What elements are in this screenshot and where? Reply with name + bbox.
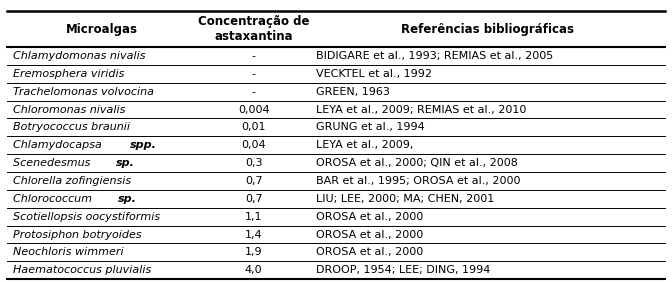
Text: Eremosphera viridis: Eremosphera viridis: [13, 69, 125, 79]
Text: OROSA et al., 2000; QIN et al., 2008: OROSA et al., 2000; QIN et al., 2008: [317, 158, 518, 168]
Text: 0,01: 0,01: [241, 122, 266, 132]
Text: LIU; LEE, 2000; MA; CHEN, 2001: LIU; LEE, 2000; MA; CHEN, 2001: [317, 194, 495, 204]
Text: 1,9: 1,9: [245, 247, 263, 257]
Text: Protosiphon botryoides: Protosiphon botryoides: [13, 230, 142, 239]
Text: Botryococcus braunii: Botryococcus braunii: [13, 122, 130, 132]
Text: -: -: [252, 51, 255, 61]
Text: -: -: [252, 87, 255, 97]
Text: OROSA et al., 2000: OROSA et al., 2000: [317, 230, 423, 239]
Text: OROSA et al., 2000: OROSA et al., 2000: [317, 212, 423, 222]
Text: Chlorococcum: Chlorococcum: [13, 194, 96, 204]
Text: Referências bibliográficas: Referências bibliográficas: [401, 23, 574, 36]
Text: Microalgas: Microalgas: [67, 23, 138, 36]
Text: Scotiellopsis oocystiformis: Scotiellopsis oocystiformis: [13, 212, 161, 222]
Text: 0,004: 0,004: [238, 105, 269, 114]
Text: 0,3: 0,3: [245, 158, 263, 168]
Text: Chlamydomonas nivalis: Chlamydomonas nivalis: [13, 51, 146, 61]
Text: Scenedesmus: Scenedesmus: [13, 158, 94, 168]
Text: Chlorella zofingiensis: Chlorella zofingiensis: [13, 176, 132, 186]
Text: VECKTEL et al., 1992: VECKTEL et al., 1992: [317, 69, 432, 79]
Text: Trachelomonas volvocina: Trachelomonas volvocina: [13, 87, 155, 97]
Text: 0,04: 0,04: [241, 140, 266, 150]
Text: BIDIGARE et al., 1993; REMIAS et al., 2005: BIDIGARE et al., 1993; REMIAS et al., 20…: [317, 51, 554, 61]
Text: 1,4: 1,4: [245, 230, 263, 239]
Text: 1,1: 1,1: [245, 212, 263, 222]
Text: GRUNG et al., 1994: GRUNG et al., 1994: [317, 122, 425, 132]
Text: Chloromonas nivalis: Chloromonas nivalis: [13, 105, 126, 114]
Text: sp.: sp.: [118, 194, 136, 204]
Text: LEYA et al., 2009; REMIAS et al., 2010: LEYA et al., 2009; REMIAS et al., 2010: [317, 105, 527, 114]
Text: LEYA et al., 2009,: LEYA et al., 2009,: [317, 140, 414, 150]
Text: Haematococcus pluvialis: Haematococcus pluvialis: [13, 265, 152, 275]
Text: 0,7: 0,7: [245, 194, 263, 204]
Text: GREEN, 1963: GREEN, 1963: [317, 87, 390, 97]
Text: sp.: sp.: [116, 158, 134, 168]
Text: BAR et al., 1995; OROSA et al., 2000: BAR et al., 1995; OROSA et al., 2000: [317, 176, 521, 186]
Text: 0,7: 0,7: [245, 176, 263, 186]
Text: 4,0: 4,0: [245, 265, 263, 275]
Text: DROOP, 1954; LEE; DING, 1994: DROOP, 1954; LEE; DING, 1994: [317, 265, 491, 275]
Text: Chlamydocapsa: Chlamydocapsa: [13, 140, 106, 150]
Text: OROSA et al., 2000: OROSA et al., 2000: [317, 247, 423, 257]
Text: Neochloris wimmeri: Neochloris wimmeri: [13, 247, 124, 257]
Text: Concentração de
astaxantina: Concentração de astaxantina: [198, 15, 309, 43]
Text: -: -: [252, 69, 255, 79]
Text: spp.: spp.: [130, 140, 157, 150]
